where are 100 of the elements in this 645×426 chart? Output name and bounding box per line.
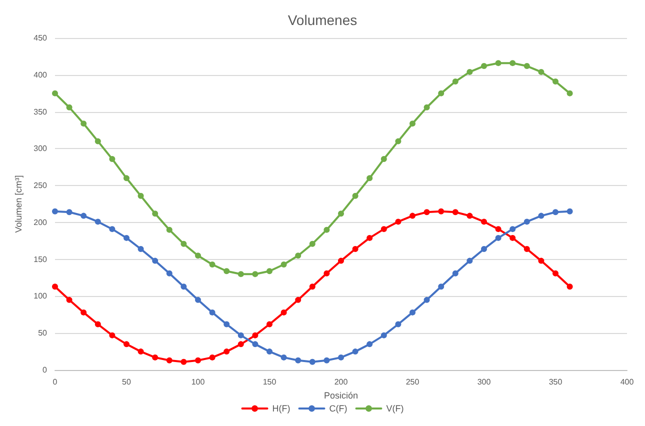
point — [552, 78, 558, 85]
point — [538, 212, 544, 219]
point — [566, 208, 573, 214]
point — [452, 209, 458, 216]
point — [452, 78, 458, 85]
point — [510, 60, 516, 66]
y-tick-label: 300 — [34, 144, 48, 154]
y-tick-label: 450 — [34, 34, 48, 42]
point — [466, 212, 473, 219]
point — [280, 262, 287, 268]
point — [124, 234, 130, 241]
point — [180, 358, 187, 365]
point — [510, 226, 516, 232]
point — [295, 357, 302, 364]
point — [166, 357, 172, 364]
point — [338, 210, 344, 217]
point — [352, 246, 358, 252]
point — [481, 63, 487, 70]
x-tick-label: 400 — [620, 378, 634, 386]
point — [224, 321, 230, 328]
y-tick-label: 350 — [34, 107, 48, 116]
point — [324, 270, 330, 276]
y-tick-label: 250 — [34, 181, 48, 190]
point — [352, 192, 358, 199]
point — [538, 68, 544, 75]
x-tick-label: 300 — [477, 378, 492, 386]
point — [352, 348, 358, 355]
point — [52, 284, 58, 290]
point — [295, 252, 302, 259]
point — [280, 354, 287, 360]
point — [324, 226, 330, 233]
point — [109, 226, 116, 232]
point — [66, 296, 72, 303]
point — [152, 354, 158, 360]
point — [324, 357, 330, 364]
x-tick-label: 250 — [406, 378, 420, 386]
y-tick-label: 400 — [34, 70, 48, 80]
point — [566, 284, 573, 290]
point — [138, 192, 144, 199]
point — [495, 60, 502, 66]
point — [52, 90, 58, 96]
x-axis-title: Posición — [324, 390, 358, 400]
point — [309, 358, 316, 365]
point — [195, 252, 201, 259]
point — [395, 321, 402, 328]
point — [566, 90, 573, 96]
y-tick-label: 0 — [42, 366, 48, 374]
point — [524, 218, 530, 225]
point — [66, 209, 72, 216]
point — [252, 271, 258, 278]
legend-label: C(F) — [329, 404, 348, 414]
point — [80, 309, 87, 316]
point — [224, 348, 230, 355]
point — [438, 90, 444, 96]
point — [209, 354, 216, 360]
y-tick-label: 50 — [38, 328, 48, 338]
point — [166, 226, 172, 233]
point — [309, 284, 316, 290]
point — [66, 104, 72, 110]
point — [109, 332, 116, 338]
point — [524, 246, 530, 252]
point — [109, 156, 116, 162]
y-tick-label: 150 — [34, 254, 48, 264]
point — [80, 120, 87, 127]
point — [94, 321, 101, 328]
point — [424, 296, 430, 303]
point — [552, 209, 558, 216]
point — [180, 284, 187, 290]
point — [552, 270, 558, 276]
point — [238, 332, 244, 338]
point — [195, 357, 201, 364]
x-tick-label: 150 — [262, 378, 277, 386]
point — [466, 258, 473, 264]
point — [309, 240, 316, 247]
point — [481, 218, 487, 225]
point — [124, 341, 130, 348]
point — [510, 234, 516, 241]
point — [252, 341, 258, 348]
y-axis-title: Volumen [cm³] — [13, 175, 24, 233]
point — [266, 321, 272, 328]
point — [138, 348, 144, 355]
point — [252, 332, 258, 338]
point — [138, 246, 144, 252]
point — [195, 296, 201, 303]
point — [452, 270, 458, 276]
point — [338, 258, 344, 264]
point — [524, 63, 530, 70]
point — [424, 209, 430, 216]
point — [380, 156, 387, 162]
point — [366, 234, 373, 241]
point — [410, 309, 416, 316]
point — [538, 258, 544, 264]
x-tick-label: 350 — [548, 378, 563, 386]
point — [395, 218, 402, 225]
point — [238, 271, 244, 278]
x-tick-label: 100 — [191, 378, 206, 386]
point — [495, 226, 502, 232]
point — [410, 212, 416, 219]
legend-label: V(F) — [386, 404, 404, 414]
point — [338, 354, 344, 360]
